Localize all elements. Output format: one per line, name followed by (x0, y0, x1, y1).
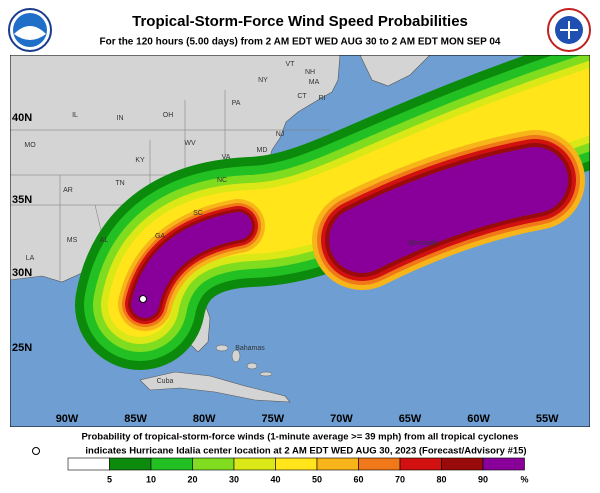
latitude-label: 35N (12, 194, 32, 206)
state-label: WV (184, 140, 196, 147)
state-label: AR (63, 187, 73, 194)
legend-label: 20 (187, 474, 197, 484)
legend: 5 10 20 30 40 50 60 70 80 90% (67, 457, 529, 484)
legend-unit: % (520, 474, 528, 484)
legend-label: 30 (229, 474, 239, 484)
latitude-label: 25N (12, 342, 32, 354)
state-label: IN (117, 115, 124, 122)
legend-label: 70 (395, 474, 405, 484)
longitude-label: 75W (261, 413, 284, 425)
legend-swatch (358, 457, 401, 471)
state-label: VT (286, 61, 296, 68)
canada-east (359, 55, 431, 87)
state-label: MO (24, 142, 36, 149)
center-symbol (32, 447, 40, 455)
longitude-label: 55W (536, 413, 559, 425)
subtitle: For the 120 hours (5.00 days) from 2 AM … (99, 37, 500, 48)
state-label: SC (193, 210, 203, 217)
legend-label: 80 (436, 474, 446, 484)
place-label: Bahamas (235, 345, 265, 352)
legend-swatch (482, 457, 525, 471)
legend-swatch (109, 457, 152, 471)
state-label: PA (232, 100, 241, 107)
state-label: NC (217, 177, 227, 184)
legend-swatch (192, 457, 235, 471)
cuba (139, 371, 291, 403)
place-label: Cuba (157, 378, 174, 385)
legend-swatch (275, 457, 318, 471)
legend-label: 5 (107, 474, 112, 484)
hurricane-center (139, 295, 147, 303)
longitude-label: 65W (399, 413, 422, 425)
legend-swatch (150, 457, 193, 471)
state-label: NY (258, 77, 268, 84)
noaa-logo (8, 8, 52, 52)
state-label: GA (155, 233, 165, 240)
nws-logo (547, 8, 591, 52)
latitude-label: 30N (12, 267, 32, 279)
longitude-label: 85W (124, 413, 147, 425)
longitude-label: 70W (330, 413, 353, 425)
state-label: NH (305, 69, 315, 76)
legend-swatch (399, 457, 442, 471)
legend-swatch (67, 457, 110, 471)
legend-label: 40 (270, 474, 280, 484)
map: 40N 35N 30N 25N 90W 85W 80W 75W 70W 65W 60W 55W MO IL… (10, 55, 590, 427)
legend-swatch (441, 457, 484, 471)
probability-swaths (75, 55, 590, 370)
legend-label: 60 (353, 474, 363, 484)
place-label: Bermuda (409, 240, 438, 247)
legend-swatch (316, 457, 359, 471)
state-label: LA (26, 255, 35, 262)
title: Tropical-Storm-Force Wind Speed Probabil… (132, 13, 468, 30)
bahamas (215, 344, 273, 377)
state-label: CT (297, 93, 307, 100)
state-label: VA (222, 154, 231, 161)
swath-level (131, 212, 252, 318)
state-label: MD (257, 147, 268, 154)
longitude-label: 60W (467, 413, 490, 425)
footer-line: indicates Hurricane Idalia center locati… (85, 446, 526, 457)
footer-line: Probability of tropical-storm-force wind… (81, 432, 518, 443)
legend-label: 50 (312, 474, 322, 484)
state-label: AL (100, 237, 109, 244)
latitude-label: 40N (12, 112, 32, 124)
longitude-label: 80W (193, 413, 216, 425)
state-label: RI (319, 95, 326, 102)
swath-level (329, 147, 568, 273)
legend-label: 10 (146, 474, 156, 484)
state-label: TN (115, 180, 124, 187)
legend-label: 90 (478, 474, 488, 484)
longitude-label: 90W (56, 413, 79, 425)
state-label: IL (72, 112, 78, 119)
state-label: MA (309, 79, 320, 86)
state-label: MS (67, 237, 78, 244)
state-label: KY (135, 157, 145, 164)
state-label: OH (163, 112, 174, 119)
state-label: NJ (276, 131, 285, 138)
legend-swatch (233, 457, 276, 471)
